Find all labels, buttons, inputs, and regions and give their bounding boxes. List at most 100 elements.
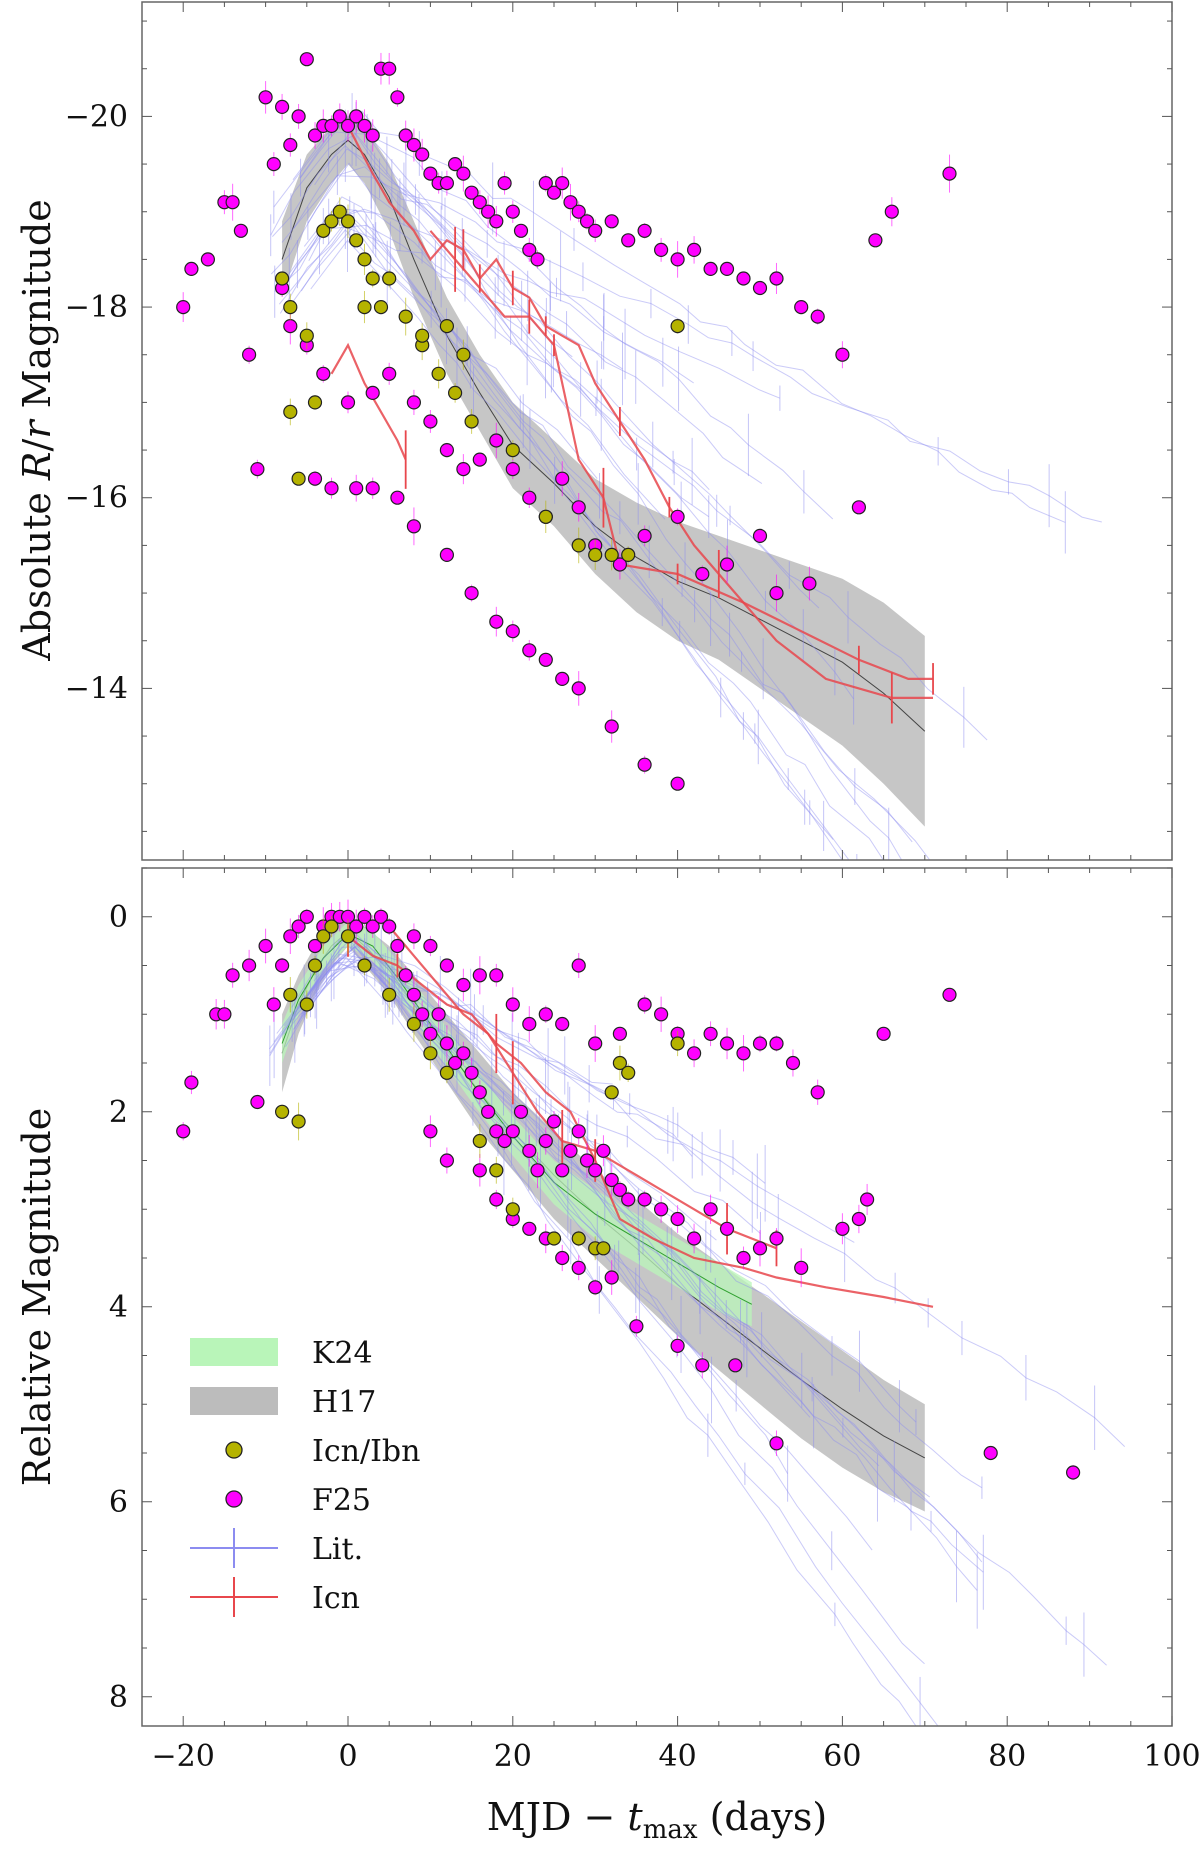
lit-light-curve — [280, 221, 843, 860]
f25-point — [563, 195, 578, 210]
lit-light-curve — [293, 225, 598, 479]
lit-light-curve — [279, 215, 623, 370]
f25-point — [942, 166, 957, 181]
f25-point — [176, 300, 191, 315]
f25-point — [802, 576, 817, 591]
f25-point — [472, 452, 487, 467]
y-tick-label: 4 — [109, 1290, 128, 1325]
icn-ibn-point — [283, 404, 298, 419]
f25-point — [456, 462, 471, 477]
f25-point — [505, 997, 520, 1012]
f25-point — [752, 1241, 768, 1256]
bottom-ticks: 0 2 4 6 8 −20 0 20 40 60 80 100 — [109, 867, 1200, 1774]
icn-ibn-point — [604, 1085, 619, 1100]
icn-ibn-point — [349, 233, 364, 248]
f25-point — [481, 204, 496, 219]
icn-ibn-point — [324, 919, 339, 934]
icn-ibn-point — [299, 328, 314, 343]
f25-point — [835, 347, 850, 362]
f25-point — [752, 528, 768, 544]
f25-point — [670, 1211, 685, 1227]
icn-ibn-point — [596, 1241, 611, 1256]
f25-point — [382, 366, 397, 381]
f25-point — [588, 1280, 603, 1295]
f25-point — [439, 176, 454, 191]
f25-point — [439, 1153, 454, 1168]
f25-point — [291, 919, 306, 934]
legend-label: F25 — [312, 1483, 371, 1518]
f25-point — [242, 958, 257, 973]
x-tick-label: 40 — [659, 1739, 697, 1774]
f25-point — [769, 1231, 784, 1246]
f25-point — [233, 223, 248, 238]
icn-ibn-point — [291, 1114, 306, 1129]
f25-point — [719, 1036, 735, 1051]
top-axes-frame — [141, 1, 1173, 861]
f25-point — [184, 261, 199, 276]
icn-ibn-point — [357, 300, 372, 315]
f25-point — [340, 118, 356, 134]
f25-point — [736, 1046, 751, 1061]
icn-ibn-point — [621, 1065, 636, 1080]
icn-ibn-point — [382, 271, 397, 286]
f25-point — [794, 1260, 809, 1275]
icn-light-curve — [347, 125, 933, 699]
f25-point — [719, 557, 735, 572]
icn-ibn-point — [340, 929, 356, 944]
f25-point — [859, 1192, 875, 1207]
f25-point — [513, 1104, 529, 1119]
lit-light-curve — [288, 208, 781, 399]
f25-point — [365, 385, 380, 400]
f25-point — [538, 176, 553, 191]
f25-point — [481, 1104, 496, 1119]
f25-point — [621, 233, 636, 248]
bottom-plot-area — [176, 899, 1126, 1726]
h17-median-line — [281, 139, 926, 732]
f25-point — [588, 1163, 603, 1178]
f25-point — [794, 300, 809, 315]
icn-ibn-point — [316, 929, 331, 944]
x-tick-label: −20 — [152, 1739, 215, 1774]
f25-point — [604, 214, 619, 229]
f25-point — [398, 968, 413, 983]
top-panel: −20 −18 −16 −14 Absolute R/r Magnitude — [15, 1, 1173, 861]
icn-ibn-point — [299, 997, 314, 1012]
f25-point — [653, 242, 669, 257]
k24-band — [282, 921, 752, 1327]
icn-ibn-point — [365, 271, 380, 286]
f25-point — [653, 1202, 669, 1217]
f25-point — [464, 1065, 479, 1080]
icn-ibn-point — [357, 958, 372, 973]
f25-point — [275, 958, 290, 973]
f25-point — [489, 1192, 504, 1207]
f25-point — [653, 1007, 669, 1022]
f25-point — [546, 185, 562, 200]
f25-point — [835, 1221, 850, 1236]
f25-point — [1065, 1465, 1081, 1480]
f25-point — [703, 261, 718, 276]
f25-point — [250, 1094, 265, 1110]
f25-point — [571, 681, 586, 696]
f25-point — [283, 137, 298, 153]
lit-light-curve — [303, 957, 693, 1157]
icn-ibn-point — [415, 328, 430, 343]
f25-point — [588, 1036, 603, 1051]
f25-point — [604, 1270, 619, 1285]
icn-ibn-point — [283, 987, 298, 1002]
icn-ibn-point — [307, 958, 323, 973]
f25-point — [752, 1036, 768, 1051]
f25-point — [382, 919, 397, 934]
icn-ibn-point — [439, 1065, 454, 1080]
f25-point — [810, 1085, 825, 1100]
f25-point — [324, 118, 339, 134]
icn-ibn-point — [505, 443, 520, 458]
f25-point — [448, 157, 463, 172]
f25-point — [719, 261, 735, 276]
f25-point — [555, 176, 570, 191]
f25-point — [497, 176, 512, 191]
f25-point — [225, 968, 240, 983]
f25-point — [283, 929, 298, 944]
f25-point — [406, 395, 421, 410]
f25-point — [439, 443, 454, 458]
legend-label: H17 — [312, 1385, 376, 1420]
